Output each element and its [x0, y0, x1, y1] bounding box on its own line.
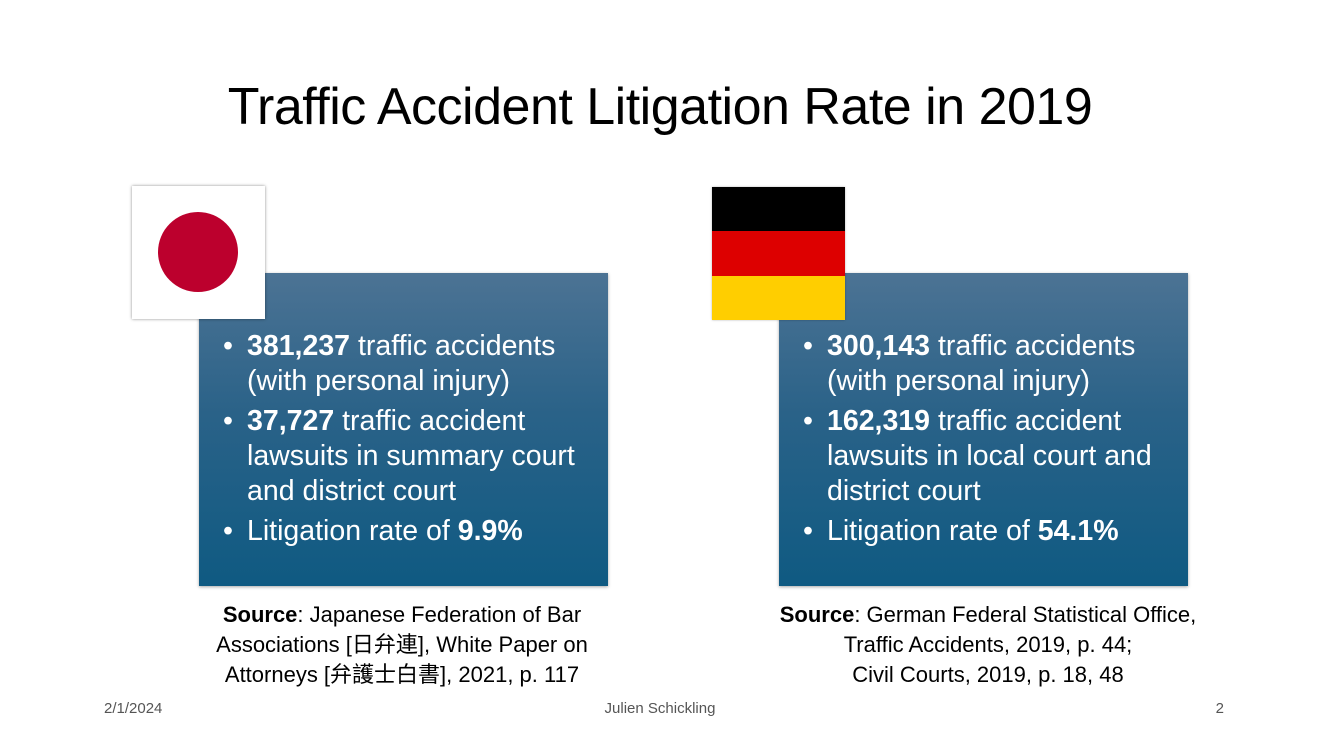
japan-bullet-lawsuits: 37,727 traffic accident lawsuits in summ… [221, 404, 592, 509]
germany-source-line-3: Civil Courts, 2019, p. 18, 48 [852, 662, 1124, 687]
japan-flag-icon [132, 186, 265, 319]
japan-bullet-accidents: 381,237 traffic accidents (with personal… [221, 329, 592, 399]
japan-lawsuits-count: 37,727 [247, 405, 335, 437]
japan-source-line-3: Attorneys [弁護士白書], 2021, p. 117 [224, 662, 580, 687]
japan-stats-box: 381,237 traffic accidents (with personal… [199, 273, 608, 586]
japan-bullet-rate: Litigation rate of 9.9% [221, 514, 592, 549]
slide-number: 2 [1215, 700, 1224, 717]
japan-source-line-2: Associations [日弁連], White Paper on [216, 632, 588, 657]
japan-source-note: Source: Japanese Federation of Bar Assoc… [180, 600, 624, 690]
germany-accidents-count: 300,143 [827, 330, 931, 362]
japan-bullet-list: 381,237 traffic accidents (with personal… [221, 329, 592, 549]
footer-date: 2/1/2024 [104, 700, 163, 717]
slide-title: Traffic Accident Litigation Rate in 2019 [227, 78, 1093, 136]
germany-flag-stripe-gold [712, 275, 845, 320]
germany-lawsuits-text: traffic accident lawsuits in local court… [827, 405, 1152, 507]
germany-accidents-text: traffic accidents (with personal injury) [827, 330, 1136, 397]
germany-stats-box: 300,143 traffic accidents (with personal… [779, 273, 1188, 586]
japan-rate-prefix: Litigation rate of [247, 515, 458, 547]
japan-source-line-1: Source: Japanese Federation of Bar [222, 602, 582, 627]
japan-accidents-text: traffic accidents (with personal injury) [247, 330, 556, 397]
japan-rate-value: 9.9% [457, 515, 523, 547]
japan-accidents-count: 381,237 [247, 330, 351, 362]
germany-flag-icon [712, 187, 845, 320]
germany-rate-value: 54.1% [1037, 515, 1119, 547]
germany-source-note: Source: German Federal Statistical Offic… [740, 600, 1236, 690]
germany-rate-prefix: Litigation rate of [827, 515, 1038, 547]
germany-flag-stripe-red [712, 231, 845, 276]
germany-source-line-1: Source: German Federal Statistical Offic… [779, 602, 1197, 627]
germany-bullet-accidents: 300,143 traffic accidents (with personal… [801, 329, 1172, 399]
germany-lawsuits-count: 162,319 [827, 405, 931, 437]
footer-author: Julien Schickling [604, 700, 716, 717]
germany-flag-stripe-black [712, 187, 845, 232]
germany-bullet-list: 300,143 traffic accidents (with personal… [801, 329, 1172, 549]
germany-bullet-rate: Litigation rate of 54.1% [801, 514, 1172, 549]
japan-lawsuits-text: traffic accident lawsuits in summary cou… [247, 405, 575, 507]
germany-source-line-2: Traffic Accidents, 2019, p. 44; [843, 632, 1133, 657]
japan-flag-disc [158, 212, 238, 292]
germany-source-label: Source [779, 602, 855, 627]
japan-source-label: Source [222, 602, 298, 627]
germany-bullet-lawsuits: 162,319 traffic accident lawsuits in loc… [801, 404, 1172, 509]
